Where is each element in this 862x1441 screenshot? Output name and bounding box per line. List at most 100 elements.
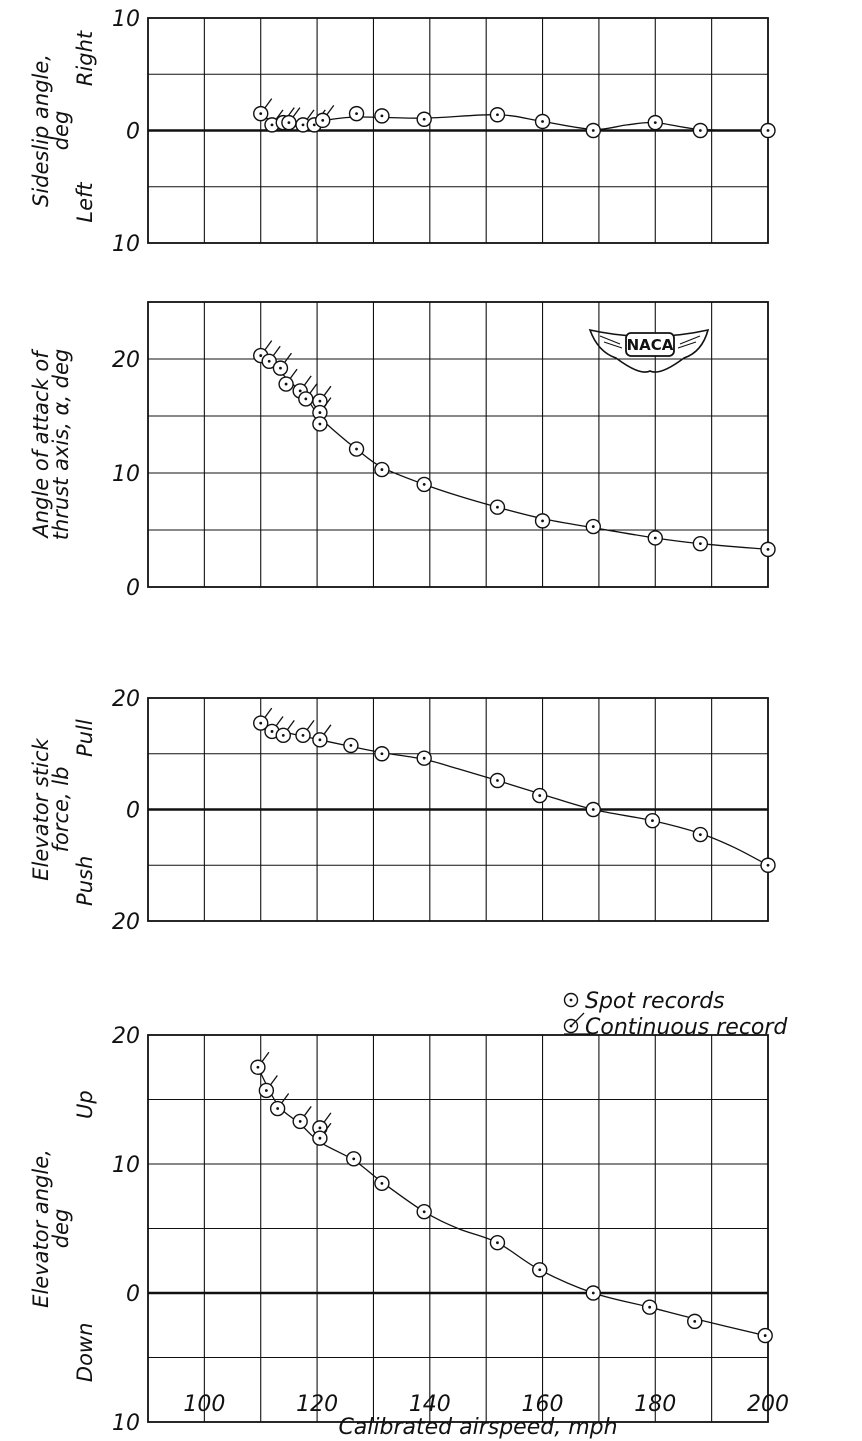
y-axis-label-line: deg (49, 111, 73, 151)
point-center-dot (270, 730, 274, 733)
naca-logo: NACA (588, 328, 710, 373)
point-center-dot (648, 1305, 652, 1309)
legend-spot-label: Spot records (585, 989, 725, 1014)
point-center-dot (538, 794, 542, 797)
y-tick-label: 10 (112, 232, 140, 257)
point-center-dot (380, 114, 384, 118)
point-center-dot (279, 366, 282, 370)
point-center-dot (287, 121, 291, 125)
point-center-dot (653, 536, 657, 540)
y-axis-label-line: Elevator stick (29, 737, 53, 880)
plot-frame (147, 1034, 769, 1423)
plot-frame (147, 301, 769, 588)
point-center-dot (256, 1065, 260, 1069)
point-center-dot (318, 1136, 322, 1140)
y-tick-label: 10 (112, 1411, 140, 1436)
y-axis-label-line: deg (49, 1209, 73, 1249)
point-center-dot (422, 756, 426, 760)
point-center-dot (496, 1241, 499, 1245)
point-center-dot (766, 547, 770, 551)
y-tick-label: 10 (112, 7, 140, 32)
point-center-dot (422, 483, 426, 486)
point-center-dot (318, 738, 322, 742)
point-center-dot (318, 411, 322, 414)
point-center-dot (318, 399, 322, 403)
x-tick-label: 120 (296, 1392, 338, 1417)
x-tick-label: 180 (634, 1392, 676, 1417)
point-center-dot (321, 118, 325, 122)
point-center-dot (541, 519, 544, 523)
point-center-dot (312, 123, 316, 127)
point-center-dot (766, 129, 770, 132)
point-center-dot (304, 397, 308, 401)
point-center-dot (496, 779, 499, 782)
point-center-dot (301, 123, 305, 127)
y-axis-label: Sideslip angle,deg Right Left (29, 30, 97, 223)
y-axis-direction-top: Pull (73, 719, 97, 757)
y-tick-label: 0 (126, 576, 140, 601)
panel-1: 10 0 10 Sideslip angle,deg Right Left (29, 7, 776, 257)
fair-curve (257, 1066, 766, 1337)
y-tick-label: 0 (126, 120, 140, 145)
point-center-dot (355, 447, 358, 451)
y-tick-label: 10 (112, 1153, 140, 1178)
y-axis-label-line: Elevator angle, (29, 1149, 53, 1308)
point-center-dot (538, 1268, 542, 1272)
point-center-dot (496, 505, 499, 509)
point-center-dot (318, 1126, 322, 1130)
point-center-dot (349, 743, 353, 747)
y-axis-direction-bottom: Left (73, 182, 97, 223)
fair-curve (260, 725, 769, 866)
y-tick-label: 0 (126, 799, 140, 824)
y-tick-label: 0 (126, 1282, 140, 1307)
point-center-dot (591, 1291, 595, 1295)
legend-spot-marker-dot (569, 998, 573, 1002)
y-tick-label: 20 (112, 910, 140, 935)
point-center-dot (698, 542, 702, 546)
fair-curve (260, 355, 769, 551)
point-center-dot (284, 382, 288, 386)
y-axis-direction-bottom: Push (73, 856, 97, 906)
legend-continuous-label: Continuous record (585, 1015, 788, 1040)
point-center-dot (298, 1120, 302, 1123)
point-center-dot (380, 752, 384, 756)
legend: Spot records Continuous record (563, 989, 788, 1040)
point-center-dot (259, 721, 263, 725)
point-center-dot (301, 733, 305, 737)
y-axis-label-line: Angle of attack of (29, 348, 53, 540)
point-center-dot (270, 123, 274, 127)
fair-curve (260, 114, 769, 132)
y-tick-label: 20 (112, 1024, 140, 1049)
x-axis-label: Calibrated airspeed, mph (338, 1415, 617, 1440)
legend-continuous-flag (564, 1012, 590, 1035)
plot-frame (147, 697, 769, 922)
y-axis-direction-top: Right (73, 30, 97, 86)
y-axis-label-line: force, lb (49, 767, 73, 853)
y-tick-label: 20 (112, 687, 140, 712)
point-center-dot (355, 112, 358, 116)
point-center-dot (318, 422, 322, 426)
point-center-dot (422, 1210, 426, 1214)
point-center-dot (380, 468, 384, 471)
point-center-dot (651, 819, 654, 823)
y-axis-direction-top: Up (73, 1090, 97, 1119)
point-center-dot (698, 129, 702, 132)
point-center-dot (496, 113, 499, 117)
x-axis: 100 120 140 160 180 200 (183, 1392, 789, 1417)
point-center-dot (281, 733, 285, 737)
point-center-dot (591, 525, 595, 528)
x-tick-label: 100 (183, 1392, 225, 1417)
point-center-dot (422, 117, 426, 121)
point-center-dot (264, 1089, 268, 1092)
point-center-dot (653, 121, 657, 125)
x-tick-label: 160 (522, 1392, 564, 1417)
naca-logo-text: NACA (627, 336, 674, 354)
point-center-dot (763, 1334, 767, 1337)
point-center-dot (380, 1181, 384, 1185)
point-center-dot (591, 808, 595, 811)
point-center-dot (698, 833, 702, 836)
point-center-dot (693, 1319, 697, 1323)
